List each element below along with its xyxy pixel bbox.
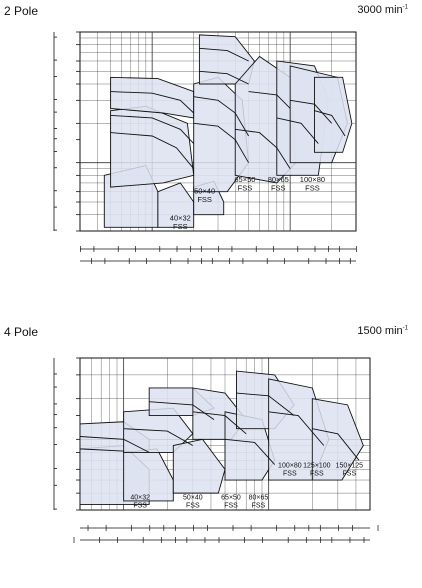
model-label: 40×32 FSS bbox=[170, 214, 191, 232]
model-label: 50×40 FSS bbox=[183, 494, 203, 509]
performance-curve bbox=[235, 128, 291, 169]
model-label-line: 40×32 bbox=[130, 494, 150, 501]
selection-field bbox=[157, 182, 195, 228]
performance-curve bbox=[192, 411, 247, 435]
model-label: 80×65 FSS bbox=[249, 494, 269, 509]
model-label: 150×125 FSS bbox=[336, 462, 364, 477]
performance-curve bbox=[268, 411, 325, 446]
model-label-line: 80×65 bbox=[268, 175, 289, 184]
model-label-line: FSS bbox=[252, 502, 266, 509]
performance-curve bbox=[290, 99, 333, 124]
performance-curve bbox=[276, 117, 319, 144]
selection-field bbox=[172, 438, 226, 494]
speed-value: 1500 min bbox=[357, 325, 403, 337]
model-label-line: 100×80 bbox=[278, 462, 302, 469]
model-label-line: 50×40 bbox=[194, 187, 215, 196]
model-label-line: FSS bbox=[305, 184, 320, 193]
model-label-line: FSS bbox=[271, 184, 286, 193]
model-label-line: FSS bbox=[186, 502, 200, 509]
speed-label-4: 1500 min-1 bbox=[357, 325, 408, 337]
performance-curve bbox=[199, 47, 249, 62]
model-label-line: 150×125 bbox=[336, 462, 364, 469]
pole-label-4: 4 Pole bbox=[4, 325, 39, 339]
speed-sup: -1 bbox=[402, 325, 408, 332]
model-label-line: 40×32 bbox=[170, 214, 191, 223]
performance-curve bbox=[193, 96, 249, 137]
model-label-line: FSS bbox=[238, 184, 253, 193]
model-label: 40×32 FSS bbox=[130, 494, 150, 509]
performance-curve bbox=[236, 392, 295, 416]
model-label-line: FSS bbox=[283, 470, 297, 477]
model-label: 65×50 FSS bbox=[234, 175, 255, 193]
model-label-line: FSS bbox=[224, 502, 238, 509]
model-label: 80×65 FSS bbox=[268, 175, 289, 193]
model-label-line: 65×50 bbox=[221, 494, 241, 501]
model-label: 125×100 FSS bbox=[303, 462, 331, 477]
performance-curve bbox=[312, 428, 360, 461]
speed-label-2: 3000 min-1 bbox=[357, 4, 408, 16]
model-label-line: FSS bbox=[173, 222, 188, 231]
performance-curve bbox=[224, 438, 276, 465]
performance-curve bbox=[110, 91, 195, 114]
performance-curve bbox=[123, 428, 194, 446]
model-label-line: FSS bbox=[133, 502, 147, 509]
speed-sup: -1 bbox=[402, 4, 408, 11]
model-label-line: 50×40 bbox=[183, 494, 203, 501]
selection-field bbox=[314, 76, 353, 153]
performance-curve bbox=[199, 70, 249, 85]
model-label-line: FSS bbox=[197, 195, 212, 204]
performance-curve bbox=[110, 114, 195, 144]
model-label-line: FSS bbox=[310, 470, 324, 477]
performance-curve bbox=[193, 122, 249, 163]
model-label-line: 65×50 bbox=[234, 175, 255, 184]
performance-curve bbox=[248, 91, 291, 109]
selection-field bbox=[311, 398, 364, 481]
model-label-line: FSS bbox=[343, 470, 357, 477]
selection-field bbox=[123, 448, 174, 502]
performance-curve bbox=[314, 110, 346, 137]
model-label: 65×50 FSS bbox=[221, 494, 241, 509]
performance-curve bbox=[110, 132, 195, 169]
model-label: 100×80 FSS bbox=[300, 175, 325, 193]
model-label: 100×80 FSS bbox=[278, 462, 302, 477]
speed-value: 3000 min bbox=[357, 4, 403, 16]
model-label-line: 125×100 bbox=[303, 462, 331, 469]
performance-curve bbox=[79, 436, 150, 453]
model-label: 50×40 FSS bbox=[194, 187, 215, 205]
model-label-line: 80×65 bbox=[249, 494, 269, 501]
performance-curve bbox=[149, 401, 215, 420]
pole-label-2: 2 Pole bbox=[4, 4, 39, 18]
model-label-line: 100×80 bbox=[300, 175, 325, 184]
